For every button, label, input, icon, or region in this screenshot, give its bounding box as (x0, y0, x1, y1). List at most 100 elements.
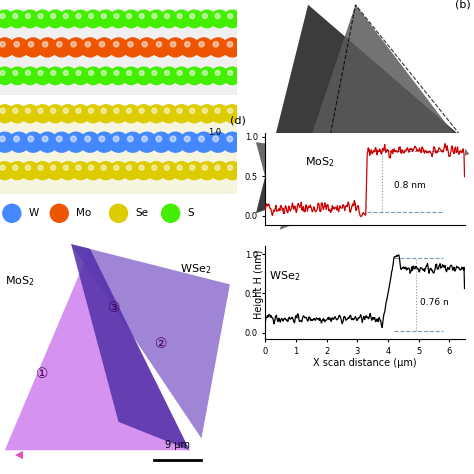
Circle shape (50, 204, 68, 222)
Circle shape (127, 165, 132, 170)
Circle shape (84, 10, 102, 27)
Circle shape (185, 42, 190, 47)
Circle shape (152, 71, 157, 75)
Circle shape (173, 67, 191, 84)
Text: 9 µm: 9 µm (165, 440, 190, 450)
Polygon shape (5, 249, 190, 450)
Circle shape (109, 38, 128, 57)
Circle shape (84, 162, 102, 180)
Circle shape (0, 10, 13, 27)
Circle shape (114, 71, 119, 75)
Text: MoS$_2$: MoS$_2$ (5, 274, 35, 288)
Circle shape (0, 67, 13, 84)
Text: 0.8 nm: 0.8 nm (394, 181, 426, 190)
Circle shape (51, 165, 56, 170)
Circle shape (135, 10, 153, 27)
Circle shape (152, 165, 157, 170)
Circle shape (81, 38, 100, 57)
Circle shape (139, 14, 144, 18)
Text: S: S (187, 208, 194, 219)
Polygon shape (280, 5, 469, 230)
Circle shape (34, 10, 51, 27)
Circle shape (114, 165, 119, 170)
Circle shape (171, 42, 176, 47)
Circle shape (127, 108, 132, 113)
Circle shape (210, 105, 228, 123)
Circle shape (13, 108, 18, 113)
Text: ②: ② (155, 337, 167, 351)
Text: ③: ③ (108, 301, 120, 315)
Circle shape (202, 14, 208, 18)
Circle shape (109, 204, 128, 222)
Circle shape (13, 165, 18, 170)
Circle shape (84, 67, 102, 84)
Circle shape (46, 67, 64, 84)
Circle shape (0, 38, 14, 57)
Polygon shape (256, 5, 462, 213)
Circle shape (72, 67, 89, 84)
Circle shape (43, 42, 48, 47)
Circle shape (28, 42, 34, 47)
Circle shape (228, 108, 233, 113)
Circle shape (9, 105, 27, 123)
Circle shape (139, 71, 144, 75)
Circle shape (21, 10, 39, 27)
Circle shape (56, 136, 62, 142)
FancyBboxPatch shape (0, 9, 237, 95)
Circle shape (211, 67, 228, 84)
Circle shape (59, 105, 77, 123)
Circle shape (9, 10, 26, 27)
Circle shape (64, 71, 68, 75)
Circle shape (85, 42, 91, 47)
Circle shape (198, 162, 216, 180)
Circle shape (101, 71, 106, 75)
Circle shape (42, 136, 48, 142)
Circle shape (213, 42, 219, 47)
Circle shape (34, 162, 52, 180)
Circle shape (160, 67, 178, 84)
Circle shape (160, 10, 178, 27)
Circle shape (76, 165, 81, 170)
Circle shape (46, 162, 64, 180)
Circle shape (114, 42, 119, 47)
Circle shape (180, 38, 199, 57)
Circle shape (51, 71, 56, 75)
Circle shape (223, 162, 241, 180)
Circle shape (164, 165, 170, 170)
Text: (d): (d) (229, 115, 246, 125)
Circle shape (228, 71, 233, 75)
Circle shape (109, 105, 128, 123)
Circle shape (122, 105, 140, 123)
Circle shape (186, 10, 203, 27)
Circle shape (215, 108, 220, 113)
Circle shape (95, 38, 114, 57)
Circle shape (148, 10, 165, 27)
Circle shape (14, 136, 19, 142)
Circle shape (122, 10, 140, 27)
Circle shape (123, 38, 142, 57)
Circle shape (177, 165, 182, 170)
Circle shape (0, 165, 5, 170)
Circle shape (223, 38, 242, 57)
Circle shape (38, 14, 43, 18)
Circle shape (63, 165, 68, 170)
Circle shape (28, 136, 34, 142)
Circle shape (71, 42, 76, 47)
Circle shape (186, 67, 203, 84)
Circle shape (46, 105, 64, 123)
Circle shape (101, 14, 106, 18)
Circle shape (173, 105, 191, 123)
Circle shape (59, 67, 77, 84)
Circle shape (46, 10, 64, 27)
Text: Se: Se (135, 208, 148, 219)
Circle shape (72, 162, 90, 180)
Text: Mo: Mo (76, 208, 91, 219)
Circle shape (127, 71, 132, 75)
FancyBboxPatch shape (0, 107, 237, 194)
Circle shape (9, 67, 26, 84)
Circle shape (51, 14, 56, 18)
Circle shape (156, 42, 162, 47)
Circle shape (184, 136, 190, 142)
Circle shape (177, 14, 182, 18)
Circle shape (110, 67, 127, 84)
